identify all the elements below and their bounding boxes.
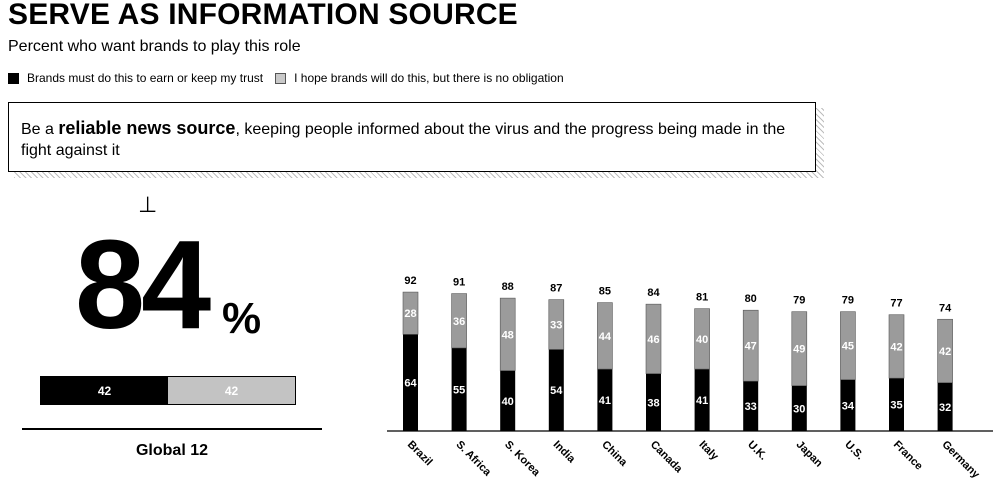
bar-hope — [597, 302, 613, 370]
global-bar: 42 42 — [40, 376, 296, 405]
bar-total-label: 80 — [745, 293, 757, 305]
legend-label-hope: I hope brands will do this, but there is… — [294, 71, 564, 85]
x-tick-label: China — [599, 439, 630, 470]
bar-label-must: 41 — [696, 395, 708, 407]
global-divider — [22, 428, 322, 430]
bar-hope — [548, 299, 565, 350]
bar-hope — [937, 318, 953, 383]
bar-total-label: 85 — [599, 286, 611, 298]
x-tick-label: Brazil — [405, 439, 435, 469]
x-tick-label: S. Korea — [502, 439, 543, 480]
bar-label-must: 35 — [890, 400, 902, 412]
bar-label-must: 30 — [793, 403, 805, 415]
bar-must — [889, 378, 904, 431]
bar-label-must: 54 — [550, 385, 563, 397]
bar-label-must: 41 — [599, 395, 611, 407]
global-bar-hope: 42 — [168, 377, 295, 404]
x-tick-label: India — [551, 439, 578, 466]
legend-swatch-must — [8, 72, 19, 84]
bar-total-label: 88 — [502, 281, 514, 293]
bar-hope — [791, 311, 808, 386]
bar-hope — [888, 314, 905, 379]
bar-total-label: 79 — [793, 295, 805, 307]
bar-total-label: 74 — [939, 302, 952, 314]
bar-must — [548, 349, 564, 431]
bar-total-label: 84 — [647, 287, 660, 299]
global-bar-must: 42 — [41, 377, 168, 404]
bar-label-must: 32 — [939, 402, 951, 414]
bar-label-must: 55 — [453, 384, 465, 396]
bar-hope — [451, 293, 467, 349]
bar-label-must: 40 — [502, 396, 514, 408]
bar-total-label: 81 — [696, 292, 708, 304]
bar-hope — [499, 297, 516, 371]
country-bar-chart: 64 28 92 Brazil 55 36 91 S. Africa 40 48 88 S. Kore… — [387, 275, 993, 482]
x-tick-label: Canada — [648, 439, 685, 476]
x-tick-label: U.K. — [745, 439, 769, 463]
perpendicular-icon: ⊥ — [138, 192, 158, 217]
bar-must — [791, 385, 807, 431]
chart-subtitle: Percent who want brands to play this rol… — [8, 38, 301, 55]
bar-must — [840, 379, 856, 431]
x-tick-label: Italy — [696, 439, 721, 464]
bar-must — [646, 373, 661, 431]
bar-must — [937, 382, 953, 431]
bar-label-hope: 40 — [696, 334, 708, 346]
bar-label-must: 33 — [745, 401, 757, 413]
bar-hope — [402, 291, 419, 335]
bar-label-hope: 48 — [502, 329, 514, 341]
bar-total-label: 87 — [550, 283, 562, 295]
bar-label-hope: 42 — [939, 346, 951, 358]
bar-hope — [840, 311, 856, 380]
chart-title: SERVE AS INFORMATION SOURCE — [8, 0, 518, 31]
global-percent-sign: % — [222, 294, 262, 343]
bar-label-must: 38 — [647, 397, 659, 409]
bar-hope — [694, 308, 710, 370]
legend-label-must: Brands must do this to earn or keep my t… — [27, 71, 264, 85]
x-tick-label: U.S. — [842, 439, 866, 463]
bar-total-label: 91 — [453, 277, 465, 289]
legend: Brands must do this to earn or keep my t… — [8, 71, 564, 85]
bar-total-label: 77 — [890, 298, 902, 310]
statement-bold: reliable news source — [58, 118, 236, 138]
bar-label-must: 34 — [842, 400, 855, 412]
x-tick-label: Germany — [939, 439, 982, 482]
bar-label-must: 64 — [404, 378, 417, 390]
legend-swatch-hope — [275, 72, 287, 84]
bar-label-hope: 45 — [842, 341, 854, 353]
x-tick-label: Japan — [794, 439, 825, 470]
bar-must — [500, 370, 516, 431]
bar-must — [451, 347, 467, 431]
x-tick-label: France — [891, 439, 925, 473]
bar-label-hope: 28 — [404, 308, 416, 320]
bar-label-hope: 42 — [890, 341, 902, 353]
bar-hope — [645, 303, 662, 374]
statement-post: , keeping people informed about the viru… — [21, 121, 786, 159]
bar-must — [743, 381, 759, 431]
bar-hope — [742, 309, 759, 382]
bar-total-label: 92 — [404, 275, 416, 287]
statement-box: Be a reliable news source, keeping peopl… — [8, 102, 816, 172]
bar-label-hope: 46 — [647, 334, 659, 346]
global-total: 84 — [75, 214, 211, 355]
bar-label-hope: 33 — [550, 320, 562, 332]
bar-must — [403, 334, 418, 431]
bar-label-hope: 49 — [793, 344, 805, 356]
x-tick-label: S. Africa — [453, 439, 493, 479]
bar-label-hope: 44 — [599, 331, 612, 343]
bar-must — [694, 369, 710, 431]
statement-pre: Be a — [21, 121, 59, 138]
global-label: Global 12 — [135, 442, 209, 459]
bar-label-hope: 36 — [453, 316, 465, 328]
bar-total-label: 79 — [842, 295, 854, 307]
bar-label-hope: 47 — [745, 341, 757, 353]
bar-must — [597, 369, 613, 431]
